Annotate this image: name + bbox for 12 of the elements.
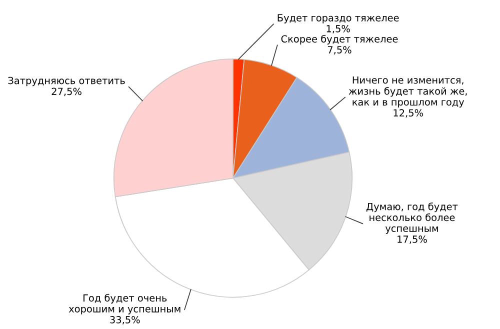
data-label: 1,5% [326, 25, 350, 34]
data-label: 12,5% [394, 109, 424, 118]
slice-label: Год будет очень хорошим и успешным [68, 294, 180, 314]
slice-label: Думаю, год будет несколько более успешным [366, 202, 458, 234]
data-label: 33,5% [110, 316, 140, 324]
data-label: 7,5% [328, 46, 352, 54]
slice-label: Затрудняюсь ответить [8, 76, 125, 86]
data-label: 17,5% [398, 236, 427, 244]
slice-label: Ничего не изменится, жизнь будет такой же, как и в прошлом году [348, 76, 467, 108]
slice-label: Скорее будет тяжелее [281, 34, 398, 44]
slice-label: Будет гораздо тяжелее [278, 14, 399, 24]
data-label: 27,5% [52, 88, 82, 96]
